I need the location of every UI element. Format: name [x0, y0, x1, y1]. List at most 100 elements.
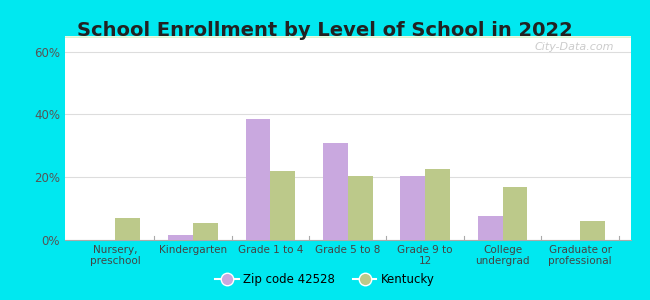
Bar: [65, 36, 630, 37]
Bar: [65, 36, 630, 37]
Bar: [65, 36, 630, 37]
Bar: [580, 221, 604, 240]
Bar: [65, 36, 630, 37]
Bar: [65, 36, 630, 37]
Bar: [65, 36, 630, 37]
Bar: [65, 37, 630, 38]
Bar: [65, 36, 630, 37]
Bar: [65, 37, 630, 38]
Bar: [65, 37, 630, 38]
Bar: [65, 37, 630, 38]
Bar: [65, 37, 630, 38]
Bar: [65, 37, 630, 38]
Bar: [246, 119, 270, 240]
Bar: [65, 37, 630, 38]
Bar: [65, 37, 630, 38]
Bar: [65, 37, 630, 38]
Bar: [65, 36, 630, 37]
Bar: [65, 36, 630, 37]
Bar: [65, 37, 630, 38]
Bar: [65, 37, 630, 38]
Bar: [65, 36, 630, 37]
Bar: [65, 36, 630, 37]
Bar: [65, 37, 630, 38]
Bar: [65, 37, 630, 38]
Bar: [65, 37, 630, 38]
Bar: [65, 36, 630, 37]
Bar: [65, 37, 630, 38]
Legend: Zip code 42528, Kentucky: Zip code 42528, Kentucky: [210, 269, 440, 291]
Bar: [65, 36, 630, 37]
Bar: [65, 37, 630, 38]
Bar: [65, 37, 630, 38]
Bar: [65, 37, 630, 38]
Bar: [65, 37, 630, 38]
Bar: [65, 37, 630, 38]
Bar: [65, 37, 630, 38]
Bar: [65, 37, 630, 38]
Bar: [65, 37, 630, 38]
Bar: [65, 36, 630, 37]
Bar: [65, 36, 630, 37]
Text: City-Data.com: City-Data.com: [534, 42, 614, 52]
Bar: [65, 37, 630, 38]
Bar: [65, 37, 630, 38]
Bar: [65, 36, 630, 37]
Bar: [65, 36, 630, 38]
Bar: [65, 37, 630, 38]
Bar: [65, 36, 630, 37]
Bar: [65, 37, 630, 38]
Bar: [400, 176, 425, 240]
Bar: [65, 36, 630, 37]
Bar: [65, 36, 630, 37]
Bar: [65, 36, 630, 37]
Bar: [65, 36, 630, 37]
Bar: [65, 37, 630, 38]
Bar: [65, 36, 630, 37]
Bar: [65, 36, 630, 37]
Bar: [65, 37, 630, 38]
Bar: [65, 37, 630, 38]
Bar: [65, 37, 630, 38]
Bar: [65, 36, 630, 37]
Bar: [65, 37, 630, 38]
Bar: [65, 37, 630, 38]
Bar: [65, 36, 630, 38]
Bar: [65, 37, 630, 38]
Bar: [65, 37, 630, 38]
Bar: [65, 37, 630, 38]
Bar: [65, 36, 630, 37]
Bar: [65, 37, 630, 38]
Bar: [65, 36, 630, 37]
Bar: [65, 36, 630, 37]
Bar: [65, 36, 630, 38]
Bar: [65, 37, 630, 38]
Bar: [65, 36, 630, 38]
Bar: [65, 37, 630, 38]
Bar: [65, 37, 630, 38]
Bar: [65, 37, 630, 38]
Bar: [65, 37, 630, 38]
Bar: [65, 37, 630, 38]
Bar: [65, 37, 630, 38]
Bar: [65, 36, 630, 37]
Bar: [65, 37, 630, 38]
Bar: [65, 36, 630, 38]
Bar: [65, 36, 630, 38]
Bar: [65, 37, 630, 38]
Bar: [65, 37, 630, 38]
Bar: [65, 36, 630, 37]
Bar: [65, 36, 630, 38]
Bar: [65, 37, 630, 38]
Bar: [65, 36, 630, 38]
Bar: [65, 37, 630, 38]
Bar: [65, 36, 630, 38]
Bar: [65, 36, 630, 37]
Bar: [65, 36, 630, 37]
Bar: [65, 37, 630, 38]
Bar: [65, 37, 630, 38]
Bar: [65, 36, 630, 38]
Bar: [65, 37, 630, 38]
Bar: [65, 36, 630, 37]
Bar: [65, 36, 630, 37]
